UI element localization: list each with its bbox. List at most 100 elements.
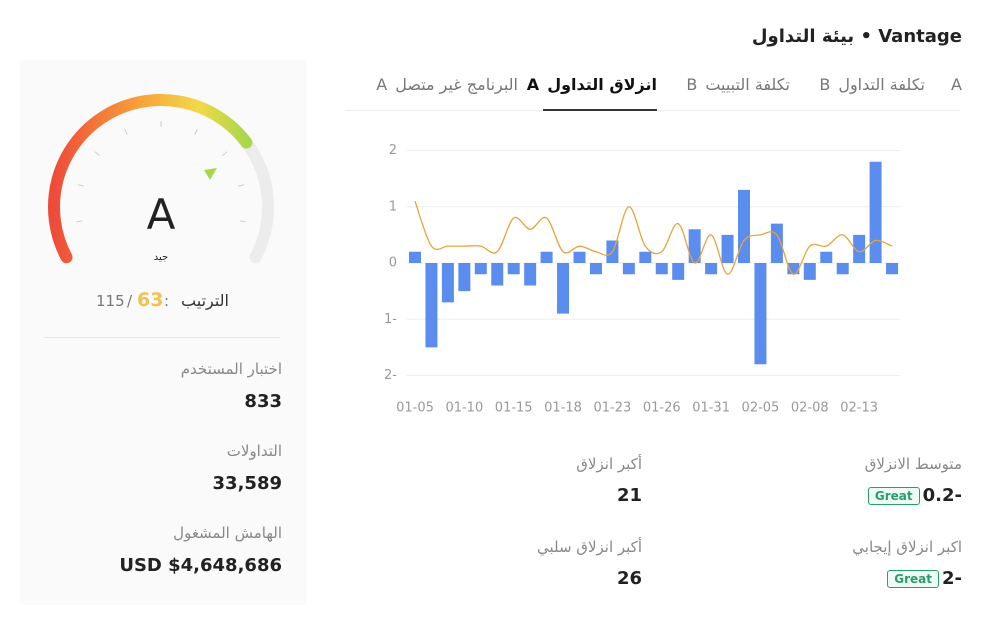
y-tick-label: 2- — [384, 368, 397, 383]
stat-value: 833 — [244, 391, 282, 412]
x-tick-label: 01-23 — [594, 401, 632, 416]
y-tick-label: 2 — [389, 143, 397, 158]
slippage-label: أكبر انزلاق سلبي — [536, 538, 642, 556]
rank-total: 115 — [96, 292, 125, 310]
slippage-value: 21 — [616, 485, 642, 506]
bar — [491, 263, 504, 286]
x-tick-label: 02-08 — [791, 401, 829, 416]
bar — [557, 263, 570, 314]
stat-label: التداولات — [226, 442, 282, 460]
stat-label: اختبار المستخدم — [180, 360, 282, 378]
bar — [507, 263, 520, 275]
slippage-value: 0.2- — [922, 485, 962, 506]
gauge-pointer — [204, 168, 217, 180]
bar — [688, 229, 701, 263]
gauge-tick — [76, 220, 83, 223]
bar — [573, 251, 586, 263]
bar — [655, 263, 668, 275]
bar — [425, 263, 438, 348]
slippage-label: أكبر انزلاق — [576, 455, 642, 473]
y-tick-label: 1- — [384, 312, 397, 327]
gauge-tick — [77, 184, 84, 187]
gauge-tick — [94, 151, 101, 156]
bar — [441, 263, 454, 303]
bar — [770, 223, 783, 263]
gauge-tick — [124, 128, 128, 135]
tab-grade: B — [819, 75, 831, 94]
page-title: Vantage • بيئة التداول — [751, 26, 962, 47]
x-tick-label: 01-26 — [643, 401, 681, 416]
tab-label: انزلاق التداول — [547, 75, 657, 94]
tab-grade: A — [951, 75, 962, 94]
slippage-value: 2- — [942, 568, 962, 589]
tab-grade: A — [376, 75, 388, 94]
grade: A — [146, 190, 176, 239]
tab[interactable]: A انزلاق التداول — [527, 75, 657, 94]
bar — [721, 234, 734, 263]
x-tick-label: 01-10 — [445, 401, 483, 416]
bar — [886, 263, 899, 275]
divider — [44, 337, 280, 338]
bar — [474, 263, 487, 275]
bar — [787, 263, 800, 275]
y-tick-label: 1 — [389, 199, 397, 214]
slippage-value-row: 26 — [617, 568, 642, 589]
x-tick-label: 01-05 — [396, 401, 434, 416]
bar — [622, 263, 635, 275]
slippage-value: 26 — [616, 568, 642, 589]
bar — [639, 251, 652, 263]
tab-label: تكلفة التبييت — [705, 75, 790, 94]
grade-label: جيد — [153, 252, 169, 263]
tab-grade: B — [686, 75, 698, 94]
gauge-tick — [239, 220, 246, 223]
bar — [754, 263, 767, 365]
badge: Great — [887, 570, 939, 588]
tab[interactable]: B تكلفة التداول — [819, 75, 925, 94]
bar — [524, 263, 537, 286]
gauge-tick — [194, 128, 198, 135]
bar — [836, 263, 849, 275]
bar — [672, 263, 685, 280]
y-tick-label: 0 — [389, 256, 397, 271]
bar — [458, 263, 471, 292]
bar — [589, 263, 602, 275]
tab[interactable]: B تكلفة التبييت — [686, 75, 790, 94]
rank-label: الترتيب — [181, 291, 229, 310]
bar — [803, 263, 816, 280]
stat-value: USD $4,648,686 — [119, 555, 282, 576]
bar — [820, 251, 833, 263]
badge: Great — [867, 487, 920, 505]
bar — [853, 234, 866, 263]
bar — [869, 161, 882, 263]
gauge-tick — [238, 184, 245, 187]
tab-label: البرنامج غير متصل — [395, 75, 518, 94]
gauge-tick — [221, 151, 228, 156]
stat-label: الهامش المشغول — [173, 524, 282, 542]
rank-value: 63 — [137, 289, 164, 311]
tab[interactable]: A — [951, 75, 962, 94]
bar — [409, 251, 421, 263]
slippage-value-row: 21 — [617, 485, 642, 506]
x-tick-label: 02-13 — [840, 401, 878, 416]
slippage-label: اكبر انزلاق إيجابي — [852, 538, 962, 556]
stat-value: 33,589 — [212, 473, 282, 494]
slippage-value-row: Great 2- — [887, 568, 962, 589]
tab[interactable]: A البرنامج غير متصل — [376, 75, 518, 94]
rank-separator: : — [164, 292, 170, 310]
bar — [540, 251, 553, 263]
tab-label: تكلفة التداول — [838, 75, 925, 94]
slippage-label: متوسط الانزلاق — [864, 455, 962, 473]
x-tick-label: 01-15 — [495, 401, 533, 416]
bar — [738, 189, 750, 263]
line — [414, 200, 893, 275]
slippage-value-row: Great 0.2- — [867, 485, 962, 506]
x-tick-label: 01-18 — [544, 401, 582, 416]
x-tick-label: 01-31 — [692, 401, 730, 416]
bar — [705, 263, 718, 275]
rank-slash: / — [127, 292, 133, 310]
gauge-fill — [48, 94, 253, 264]
tab-grade: A — [526, 75, 540, 94]
x-tick-label: 02-05 — [742, 401, 780, 416]
